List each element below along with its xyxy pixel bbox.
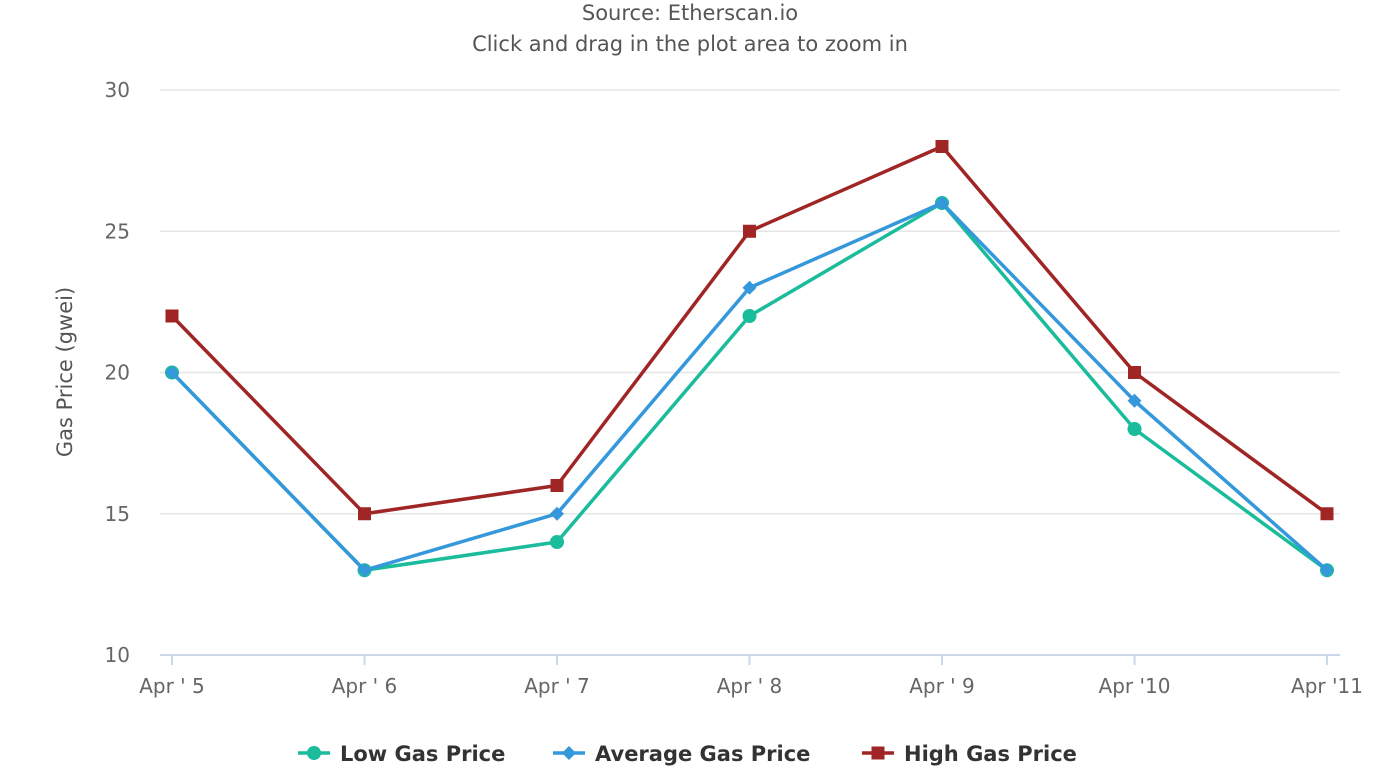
data-point-2-0[interactable]	[165, 309, 179, 323]
data-point-2-5[interactable]	[1128, 366, 1141, 379]
legend-label-2: High Gas Price	[904, 742, 1077, 766]
data-point-1-0[interactable]	[165, 365, 179, 380]
legend-item-2[interactable]: High Gas Price	[862, 742, 1077, 766]
y-tick-label-15: 15	[105, 502, 130, 526]
y-tick-label-10: 10	[105, 643, 130, 667]
series-layer	[165, 140, 1334, 578]
data-point-1-2[interactable]	[550, 506, 564, 521]
chart-subtitle-source: Source: Etherscan.io	[582, 1, 798, 25]
data-point-0-5[interactable]	[1127, 422, 1142, 436]
series-low-gas-price	[165, 196, 1334, 578]
x-tick-label-2: Apr ' 7	[524, 674, 590, 698]
x-tick-label-1: Apr ' 6	[332, 674, 398, 698]
legend-marker-1[interactable]	[562, 746, 576, 760]
legend-item-0[interactable]: Low Gas Price	[298, 742, 505, 766]
data-point-1-3[interactable]	[742, 280, 757, 295]
data-point-2-1[interactable]	[358, 507, 371, 521]
data-point-2-3[interactable]	[743, 224, 756, 238]
data-point-0-2[interactable]	[550, 535, 564, 549]
legend-item-1[interactable]: Average Gas Price	[553, 742, 810, 766]
legend-label-1: Average Gas Price	[595, 742, 810, 766]
y-tick-label-30: 30	[105, 78, 130, 102]
data-point-1-6[interactable]	[1320, 563, 1334, 578]
data-point-2-2[interactable]	[550, 479, 564, 492]
data-point-0-3[interactable]	[742, 309, 757, 323]
x-tick-label-5: Apr '10	[1099, 674, 1171, 698]
data-point-1-1[interactable]	[357, 563, 372, 578]
series-line-2	[170, 144, 1329, 516]
x-axis: Apr ' 5 Apr ' 6 Apr ' 7 Apr ' 8 Apr ' 9 Apr '…	[139, 654, 1363, 698]
x-tick-label-4: Apr ' 9	[909, 674, 975, 698]
legend-label-0: Low Gas Price	[340, 742, 505, 766]
legend-marker-2[interactable]	[871, 746, 885, 760]
series-high-gas-price	[165, 140, 1334, 521]
legend[interactable]: Low Gas Price Average Gas Price High Gas P…	[298, 742, 1077, 766]
y-tick-label-20: 20	[105, 361, 130, 385]
data-point-1-5[interactable]	[1127, 393, 1142, 408]
y-axis-title: Gas Price (gwei)	[53, 287, 77, 457]
data-point-2-6[interactable]	[1320, 507, 1334, 521]
data-point-1-4[interactable]	[935, 196, 949, 210]
grid-lines: 10 15 20 25 30	[105, 78, 1340, 667]
x-tick-label-0: Apr ' 5	[139, 674, 205, 698]
chart-subtitle-zoom-hint: Click and drag in the plot area to zoom …	[472, 32, 908, 56]
legend-marker-0[interactable]	[307, 746, 321, 760]
y-tick-label-25: 25	[105, 219, 130, 243]
x-tick-label-3: Apr ' 8	[717, 674, 783, 698]
x-tick-label-6: Apr '11	[1291, 674, 1363, 698]
series-average-gas-price	[165, 196, 1334, 578]
data-point-2-4[interactable]	[935, 140, 949, 153]
